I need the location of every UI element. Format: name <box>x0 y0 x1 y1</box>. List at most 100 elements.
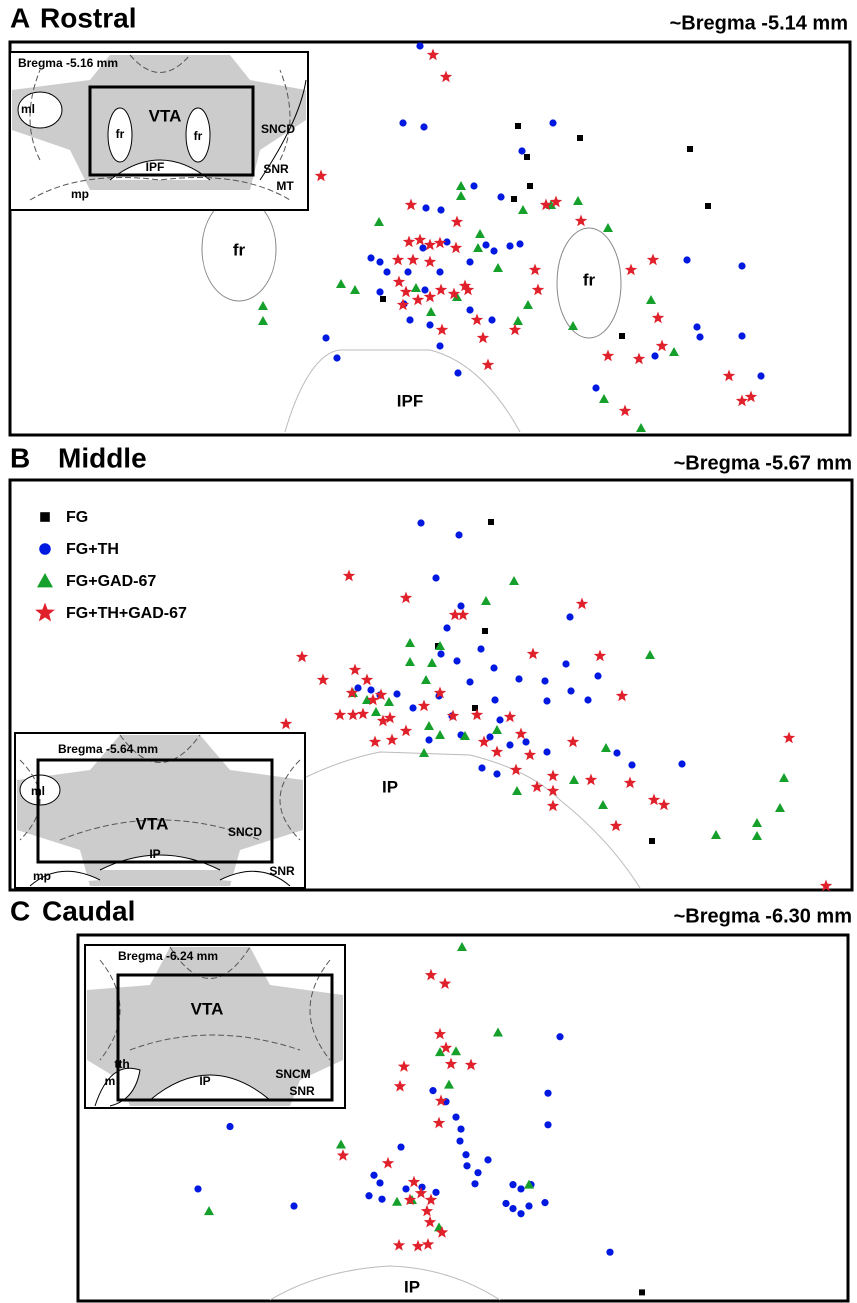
fg-th-marker <box>466 258 474 266</box>
bregma: ~Bregma -6.30 mm <box>674 905 852 927</box>
fg-th-gad-marker <box>374 688 388 701</box>
panel-letter: B <box>10 442 30 473</box>
fg-gad-marker <box>258 301 268 310</box>
fg-gad-marker <box>392 1196 402 1206</box>
fg-th-gad-marker <box>434 1094 448 1107</box>
fg-th-gad-marker <box>508 323 522 336</box>
fg-th-marker <box>683 256 691 264</box>
fg-th-gad-marker <box>385 733 399 746</box>
fg-gad-marker <box>435 641 445 650</box>
inset-label: IP <box>149 847 160 861</box>
fg-th-marker <box>432 1188 440 1196</box>
legend: FG FG+TH FG+GAD-67 FG+TH+GAD-67 <box>35 509 187 622</box>
fg-gad-marker <box>350 285 360 294</box>
fg-gad-marker <box>435 1047 445 1057</box>
fg-th-marker <box>463 1162 471 1170</box>
panel-frame <box>8 40 852 437</box>
fg-th-marker <box>651 352 659 360</box>
fg-th-marker <box>367 686 375 694</box>
fg-gad-marker <box>421 675 431 684</box>
fg-th-gad-marker <box>444 1057 458 1070</box>
fg-th-marker <box>426 321 434 329</box>
inset: Bregma -5.64 mm ml VTA IP SNCD SNR mp <box>14 732 306 889</box>
fg-th-marker <box>493 770 501 778</box>
fg-th-marker <box>376 288 384 296</box>
fg-th-gad-marker <box>609 819 623 832</box>
fg-th-marker <box>422 204 430 212</box>
fg-th-marker <box>333 354 341 362</box>
fg-th-gad-marker <box>399 591 413 604</box>
fg-marker <box>488 519 494 525</box>
fg-th-marker <box>738 262 746 270</box>
fg-th-gad-marker <box>566 735 580 748</box>
fg-th-gad-marker <box>434 283 448 296</box>
fg-th-gad-marker <box>646 253 660 266</box>
fg-th-marker <box>567 687 575 695</box>
inset: Bregma -5.16 mm ml VTA fr fr IPF SNCD SN… <box>9 51 309 211</box>
fg-th-gad-marker <box>549 195 563 208</box>
fg-th-gad-marker <box>647 793 661 806</box>
fg-th-gad-marker <box>449 241 463 254</box>
ipf-outline <box>284 349 521 433</box>
fg-th-marker <box>562 660 570 668</box>
inset-label: mp <box>71 187 89 201</box>
fg-gad-marker <box>779 773 789 782</box>
fg-th-marker <box>406 316 414 324</box>
fg-th-marker <box>367 254 375 262</box>
fg-th-gad-marker <box>546 784 560 797</box>
fg-th-marker <box>509 1205 517 1213</box>
fg-th-gad-marker <box>523 748 537 761</box>
fg-th-marker <box>516 240 524 248</box>
fg-gad-marker <box>568 321 578 330</box>
fg-th-gad-marker <box>411 293 425 306</box>
fg-th-gad-marker <box>722 369 736 382</box>
inset-label: mp <box>33 869 51 883</box>
fg-th-marker <box>376 1179 384 1187</box>
fg-th-gad-marker <box>655 339 669 352</box>
fg-th-gad-marker <box>432 1116 446 1129</box>
fg-th-marker <box>490 247 498 255</box>
fg-th-gad-marker <box>314 169 328 182</box>
ip-outline <box>299 751 641 889</box>
fg-th-gad-marker <box>336 1149 350 1161</box>
fg-th-gad-marker <box>404 198 418 211</box>
inset-label: fr <box>194 129 203 143</box>
region-label: IP <box>382 777 398 796</box>
inset-label: SNCM <box>275 1067 310 1081</box>
bregma: ~Bregma -5.67 mm <box>674 452 852 474</box>
fg-gad-marker <box>752 831 762 840</box>
fg-gad-marker <box>371 707 381 716</box>
fg-gad-marker <box>475 229 485 238</box>
fg-th-marker <box>466 306 474 314</box>
fg-th-marker <box>549 119 557 127</box>
fg-th-gad-marker <box>782 731 796 744</box>
fg-th-gad-marker <box>477 735 491 748</box>
fg-th-marker <box>429 1087 437 1095</box>
fg-th-gad-marker <box>435 323 449 336</box>
fg-gad-marker <box>444 1079 454 1089</box>
fg-th-gad-marker <box>615 689 629 702</box>
fg-th-marker <box>470 182 478 190</box>
fg-th-marker <box>194 1185 202 1193</box>
fg-gad-marker <box>513 316 523 325</box>
fg-th-marker <box>486 733 494 741</box>
fg-th-marker <box>466 678 474 686</box>
fg-th-gad-marker <box>423 1215 437 1228</box>
fg-gad-marker <box>336 1139 346 1149</box>
fg-th-gad-marker <box>439 1041 453 1054</box>
fg-th-gad-marker <box>376 714 390 727</box>
fg-marker <box>577 135 583 141</box>
fg-th-marker <box>693 323 701 331</box>
fg-th-marker <box>436 342 444 350</box>
fg-gad-marker <box>419 748 429 757</box>
fg-gad-marker <box>669 347 679 356</box>
fg-gad-marker <box>493 1027 503 1037</box>
fg-th-marker <box>420 123 428 131</box>
fg-th-gad-marker <box>333 708 347 721</box>
fg-th-gad-marker <box>623 776 637 789</box>
fg-th-marker <box>544 1121 552 1129</box>
fg-th-gad-marker <box>399 724 413 737</box>
fg-th-gad-marker <box>819 879 833 892</box>
fg-th-gad-marker <box>470 708 484 721</box>
fg-th-marker <box>592 384 600 392</box>
